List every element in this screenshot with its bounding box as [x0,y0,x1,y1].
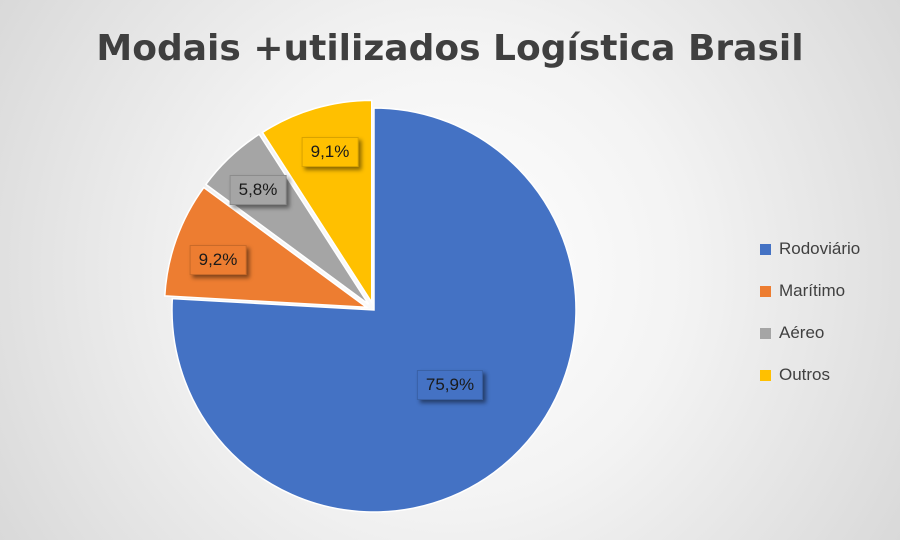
legend-label: Rodoviário [779,239,861,258]
data-label-3: 9,1% [301,137,359,167]
legend-label: Aéreo [779,323,825,342]
legend-label: Outros [779,365,831,384]
data-label-2: 5,8% [229,175,287,205]
legend-swatch [760,369,771,381]
pie-slice-maritimo [164,186,369,309]
legend-item: Aéreo [760,312,860,354]
legend-item: Marítimo [760,270,860,312]
legend-swatch [760,327,771,339]
legend-item: Outros [760,354,860,396]
legend-item: Rodoviário [760,228,860,270]
data-label-0: 75,9% [416,370,484,400]
legend-swatch [760,243,771,255]
chart-title: Modais +utilizados Logística Brasil [96,28,804,69]
pie-slice-rodoviario [171,107,577,513]
legend-swatch [760,285,771,297]
legend-label: Marítimo [779,281,846,300]
legend: Rodoviário Marítimo Aéreo Outros [760,228,860,396]
data-label-1: 9,2% [189,245,247,275]
